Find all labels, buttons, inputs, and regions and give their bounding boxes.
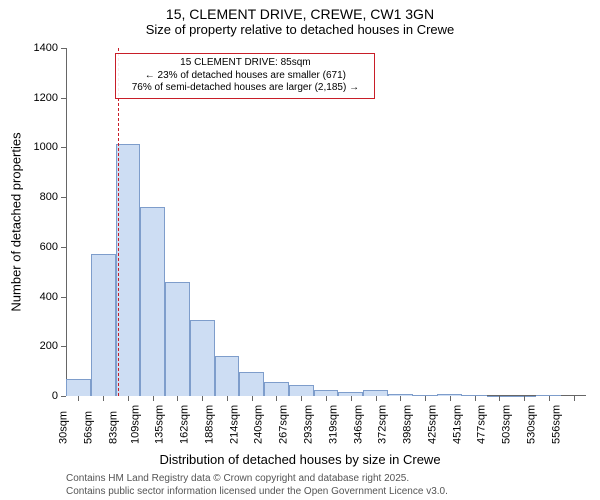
x-tick xyxy=(475,396,476,401)
x-tick-label: 267sqm xyxy=(278,405,290,444)
x-tick xyxy=(425,396,426,401)
histogram-bar xyxy=(215,356,240,396)
histogram-bar xyxy=(116,144,141,396)
x-tick-label: 425sqm xyxy=(426,405,438,444)
y-tick-label: 0 xyxy=(18,390,58,402)
x-tick xyxy=(202,396,203,401)
footer-line-1: Contains HM Land Registry data © Crown c… xyxy=(66,472,448,485)
y-tick xyxy=(61,297,66,298)
x-tick xyxy=(450,396,451,401)
x-tick xyxy=(549,396,550,401)
x-tick xyxy=(400,396,401,401)
y-tick-label: 1000 xyxy=(18,141,58,153)
x-tick-label: 398sqm xyxy=(401,405,413,444)
x-tick-label: 477sqm xyxy=(476,405,488,444)
y-tick xyxy=(61,346,66,347)
x-tick xyxy=(376,396,377,401)
x-tick-label: 135sqm xyxy=(154,405,166,444)
histogram-bar xyxy=(239,372,264,396)
x-tick xyxy=(227,396,228,401)
callout-line: ← 23% of detached houses are smaller (67… xyxy=(119,70,371,83)
reference-line xyxy=(118,48,119,396)
y-tick xyxy=(61,98,66,99)
x-tick-label: 319sqm xyxy=(327,405,339,444)
x-tick-label: 214sqm xyxy=(228,405,240,444)
y-tick-label: 800 xyxy=(18,191,58,203)
plot-area: 020040060080010001200140030sqm56sqm83sqm… xyxy=(66,48,586,396)
y-tick-label: 600 xyxy=(18,241,58,253)
y-tick xyxy=(61,147,66,148)
x-tick-label: 346sqm xyxy=(352,405,364,444)
y-axis-line xyxy=(66,48,67,396)
title-line-2: Size of property relative to detached ho… xyxy=(0,22,600,37)
x-tick xyxy=(301,396,302,401)
y-tick-label: 200 xyxy=(18,340,58,352)
y-tick xyxy=(61,197,66,198)
footer-line-2: Contains public sector information licen… xyxy=(66,485,448,498)
x-tick xyxy=(153,396,154,401)
histogram-bar xyxy=(289,385,314,396)
x-tick xyxy=(128,396,129,401)
x-tick-label: 30sqm xyxy=(58,411,70,444)
x-tick-label: 293sqm xyxy=(302,405,314,444)
x-axis-label: Distribution of detached houses by size … xyxy=(0,452,600,467)
histogram-bar xyxy=(190,320,215,396)
histogram-bar xyxy=(66,379,91,396)
callout-box: 15 CLEMENT DRIVE: 85sqm← 23% of detached… xyxy=(115,53,375,99)
x-tick-label: 162sqm xyxy=(179,405,191,444)
title-line-1: 15, CLEMENT DRIVE, CREWE, CW1 3GN xyxy=(0,6,600,22)
x-tick xyxy=(499,396,500,401)
y-axis-label: Number of detached properties xyxy=(9,132,24,311)
x-tick-label: 451sqm xyxy=(451,405,463,444)
x-tick-label: 503sqm xyxy=(501,405,513,444)
x-tick xyxy=(252,396,253,401)
y-tick-label: 400 xyxy=(18,291,58,303)
y-tick xyxy=(61,48,66,49)
x-tick-label: 240sqm xyxy=(253,405,265,444)
histogram-bar xyxy=(91,254,116,396)
x-tick xyxy=(78,396,79,401)
x-tick-label: 188sqm xyxy=(203,405,215,444)
x-tick xyxy=(177,396,178,401)
x-tick-label: 530sqm xyxy=(525,405,537,444)
y-tick-label: 1200 xyxy=(18,92,58,104)
x-tick xyxy=(524,396,525,401)
x-tick-label: 56sqm xyxy=(83,411,95,444)
histogram-bar xyxy=(165,282,190,396)
x-tick xyxy=(351,396,352,401)
x-tick xyxy=(276,396,277,401)
histogram-bar xyxy=(264,382,289,396)
footer-attribution: Contains HM Land Registry data © Crown c… xyxy=(66,472,448,498)
chart-title-block: 15, CLEMENT DRIVE, CREWE, CW1 3GN Size o… xyxy=(0,6,600,37)
x-tick-label: 556sqm xyxy=(550,405,562,444)
x-tick xyxy=(326,396,327,401)
x-tick xyxy=(103,396,104,401)
x-tick-label: 83sqm xyxy=(107,411,119,444)
callout-line: 76% of semi-detached houses are larger (… xyxy=(119,82,371,95)
x-tick xyxy=(574,396,575,401)
y-tick xyxy=(61,247,66,248)
histogram-bar xyxy=(140,207,165,396)
y-tick xyxy=(61,396,66,397)
callout-line: 15 CLEMENT DRIVE: 85sqm xyxy=(119,57,371,70)
x-tick-label: 109sqm xyxy=(129,405,141,444)
x-tick-label: 372sqm xyxy=(377,405,389,444)
y-tick-label: 1400 xyxy=(18,42,58,54)
